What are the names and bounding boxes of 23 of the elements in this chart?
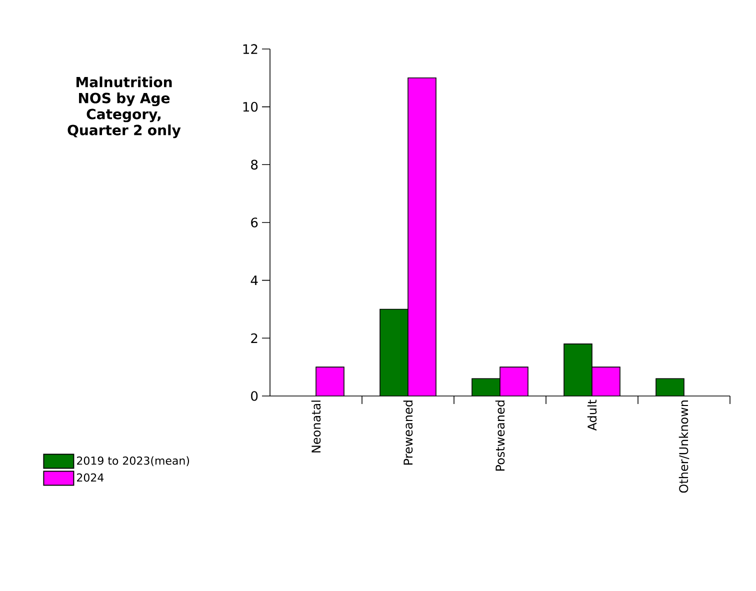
bar: [500, 367, 528, 396]
bar: [380, 309, 408, 396]
y-tick-label: 12: [243, 44, 258, 54]
legend-label: 2024: [77, 473, 104, 482]
x-tick-label: Adult: [587, 400, 597, 431]
bar: [472, 378, 500, 396]
x-tick-label: Postweaned: [495, 400, 505, 471]
y-tick-label: 6: [251, 218, 258, 228]
x-tick-label: Neonatal: [311, 400, 321, 452]
y-tick-label: 2: [251, 333, 258, 343]
bar: [564, 344, 592, 396]
y-tick-label: 0: [251, 391, 258, 401]
bar: [592, 366, 620, 396]
bar: [408, 78, 436, 396]
x-tick-label: Other/Unknown: [678, 400, 690, 493]
text: Malnutrition NOS by Age Category, Quarter 2 only: [68, 76, 181, 138]
bar: [316, 367, 344, 396]
legend-label: 2019 to 2023(mean): [77, 456, 190, 466]
y-tick-label: 4: [250, 276, 258, 286]
y-tick-label: 8: [251, 160, 258, 170]
y-tick-label: 10: [243, 102, 258, 112]
x-tick-label: Preweaned: [403, 400, 413, 465]
bar: [656, 378, 684, 396]
